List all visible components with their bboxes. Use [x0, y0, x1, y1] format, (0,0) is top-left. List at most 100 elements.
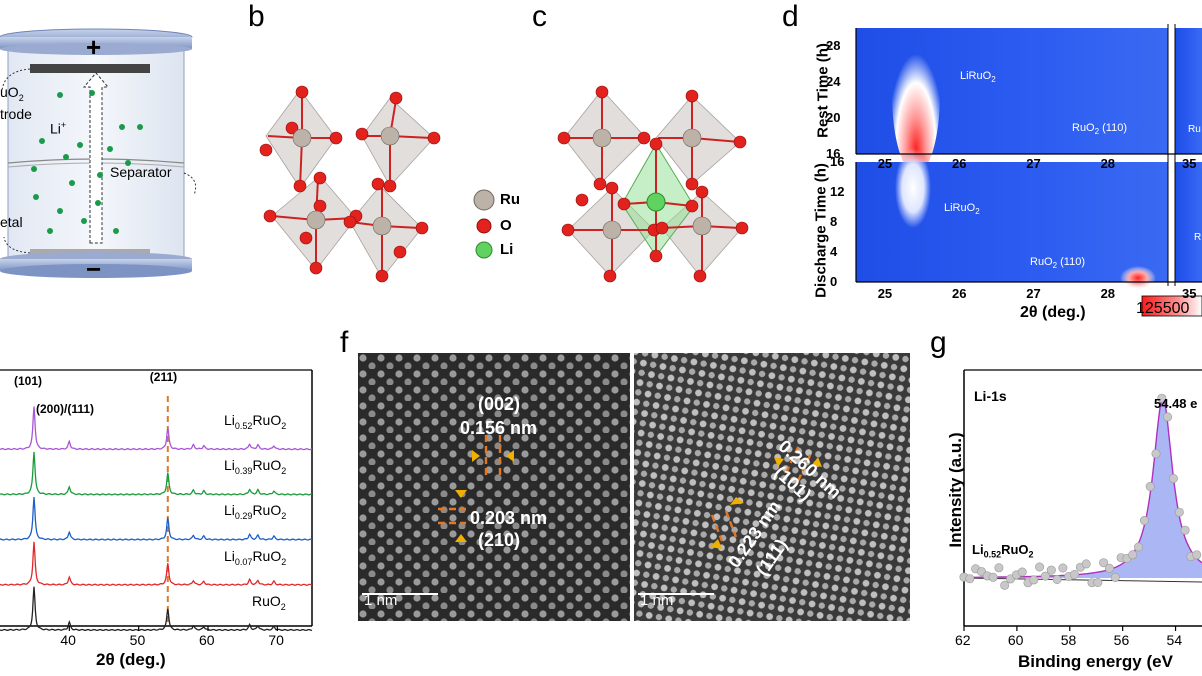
- xrd-peak-label: (211): [149, 370, 178, 384]
- edge-ann-top: Ru: [1188, 124, 1201, 135]
- xrd-series-line: [0, 451, 312, 496]
- bottom-ann-lirup: LiRuO2: [944, 202, 980, 217]
- heatmap-bottom-ytick: 0: [830, 274, 838, 289]
- xps-data-point: [1017, 567, 1027, 577]
- xps-xlabel: Binding energy (eV: [1018, 652, 1173, 671]
- xrd-peak-label: (200)/(111): [36, 402, 95, 416]
- xps-data-point: [1099, 558, 1109, 568]
- heatmap-top-ytick: 28: [826, 38, 841, 53]
- xps-data-point: [988, 572, 998, 582]
- xps-data-point: [1104, 563, 1114, 573]
- ion-label: Li+: [50, 120, 67, 137]
- xps-element: Li-1s: [974, 388, 1007, 404]
- xps-data-point: [1035, 562, 1045, 572]
- panel-letter-d: d: [782, 0, 799, 33]
- xps-data-point: [1134, 542, 1144, 552]
- heatmap-bottom-ytick: 4: [830, 244, 838, 259]
- panel-letter-g: g: [930, 326, 947, 359]
- edge-ann-bottom: R: [1194, 232, 1202, 243]
- xrd-series-label: Li0.07RuO2: [224, 547, 287, 567]
- xps-data-point: [1145, 482, 1155, 492]
- crystal-structure-lithiated: [557, 85, 749, 283]
- xps-data-point: [1180, 525, 1190, 535]
- xps-data-point: [994, 563, 1004, 573]
- xrd-series-line: [0, 586, 313, 632]
- atom-legend: [473, 189, 495, 259]
- panel-letter-c: c: [532, 0, 547, 33]
- xrd-series-line: [0, 496, 313, 541]
- xps-peak-label: 54.48 e: [1154, 396, 1198, 411]
- legend-o: O: [500, 217, 512, 234]
- heatmap-top-ytick: 16: [826, 146, 841, 161]
- xps-data-point: [1157, 393, 1167, 403]
- xrd-xlabel: 2θ (deg.): [96, 650, 166, 669]
- tem-ann1-hkl: (002): [478, 394, 521, 414]
- xrd-peak-label: (101): [14, 374, 43, 388]
- colorbar-value: 125500: [1136, 300, 1190, 317]
- xps-data-point: [1093, 578, 1103, 588]
- electrode-label: uO2 trode: [0, 84, 32, 122]
- crystal-structure-rutile: [259, 85, 441, 283]
- tem-images: [358, 353, 910, 621]
- panel-letter-b: b: [248, 0, 265, 33]
- panel-letter-f: f: [340, 326, 349, 359]
- xps-data-point: [1029, 575, 1039, 585]
- plus-sign: +: [86, 32, 102, 62]
- tem-ann1-d: 0.156 nm: [460, 418, 538, 438]
- minus-sign: −: [86, 254, 102, 284]
- xps-data-point: [1174, 507, 1184, 517]
- xps-data-point: [1052, 575, 1062, 585]
- heatmap-bottom-xtick: 35: [1182, 286, 1197, 301]
- xps-data-point: [1058, 563, 1068, 573]
- heatmap-top-xtick: 26: [952, 156, 967, 171]
- xps-xtick-label: 56: [1113, 632, 1130, 648]
- tem-ann2-hkl: (210): [478, 530, 521, 550]
- xrd-xtick-label: 40: [60, 632, 76, 648]
- battery-schematic: [0, 28, 197, 278]
- heatmap-chart: [855, 14, 1202, 317]
- top-ann-rup: RuO2 (110): [1072, 122, 1128, 137]
- xps-data-point: [1040, 571, 1050, 581]
- xrd-series-line: [0, 541, 313, 586]
- xps-xtick-label: 62: [955, 632, 971, 648]
- heatmap-top-xtick: 25: [877, 156, 893, 171]
- heatmap-bottom-xtick: 27: [1026, 286, 1041, 301]
- xps-ylabel: Intensity (a.u.): [946, 432, 965, 548]
- xps-data-point: [1168, 474, 1178, 484]
- heatmap-top-xtick: 35: [1182, 156, 1197, 171]
- xrd-xtick-label: 50: [129, 632, 146, 648]
- xrd-xtick-label: 70: [268, 632, 284, 648]
- xps-data-point: [1192, 550, 1202, 560]
- heatmap-top-xtick: 28: [1100, 156, 1116, 171]
- heatmap-bottom-ytick: 12: [830, 184, 845, 199]
- xps-xtick-label: 60: [1007, 632, 1024, 648]
- xps-data-point: [965, 574, 975, 584]
- xrd-xtick-label: 60: [199, 632, 215, 648]
- xps-data-point: [1070, 570, 1080, 580]
- top-ann-lirup: LiRuO2: [960, 70, 996, 85]
- xps-data-point: [1151, 449, 1161, 459]
- heatmap-top-ytick: 24: [826, 74, 841, 89]
- xps-sample: Li0.52RuO2: [972, 542, 1034, 560]
- heatmap-bottom-xtick: 26: [952, 286, 967, 301]
- xrd-chart: [0, 369, 313, 632]
- separator-label: Separator: [110, 164, 172, 180]
- xps-data-point: [1128, 550, 1138, 560]
- tem-scale-left: 1 nm: [364, 592, 398, 609]
- bottom-ann-rup: RuO2 (110): [1030, 256, 1086, 271]
- metal-label: etal: [0, 214, 23, 230]
- heatmap-bottom-xtick: 28: [1100, 286, 1116, 301]
- xps-xtick-label: 54: [1166, 632, 1183, 648]
- xps-baseline: [963, 577, 1202, 583]
- heatmap-bottom-ytick: 16: [830, 154, 845, 169]
- xrd-series-label: Li0.52RuO2: [224, 412, 287, 431]
- legend-li: Li: [500, 241, 514, 258]
- xps-data-point: [1163, 412, 1173, 422]
- legend-ru: Ru: [500, 191, 520, 208]
- xps-data-point: [1110, 572, 1120, 582]
- xps-data-point: [1139, 516, 1149, 526]
- xps-chart: [959, 369, 1202, 631]
- xrd-series-label: RuO2: [252, 592, 286, 612]
- xps-data-point: [1000, 580, 1010, 590]
- tem-scale-right: 1 nm: [640, 592, 674, 609]
